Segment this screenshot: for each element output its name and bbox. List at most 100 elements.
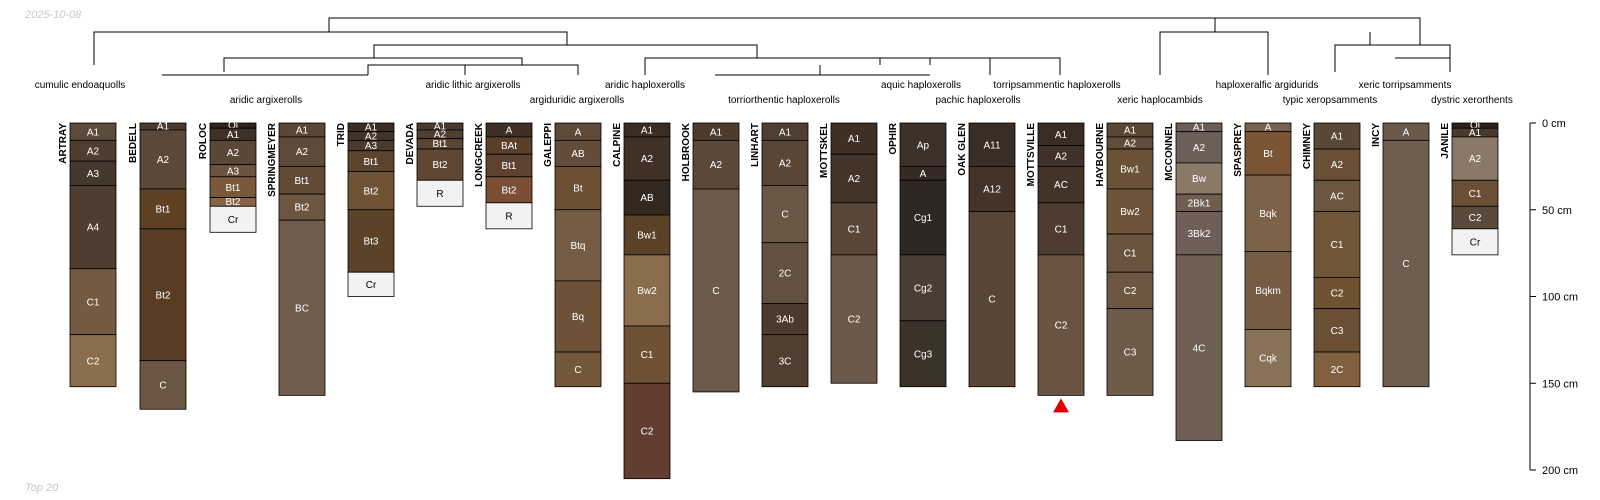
horizon-label: A2 — [1055, 152, 1068, 163]
horizon-block — [69, 160, 117, 186]
horizon-label: A2 — [365, 131, 378, 142]
dendrogram-branch — [223, 57, 523, 72]
horizon-label: A2 — [87, 146, 100, 157]
horizon-label: Cr — [366, 280, 377, 291]
horizon-label: Bt3 — [363, 237, 378, 248]
horizon-label: A1 — [87, 127, 100, 138]
horizon-block — [347, 271, 395, 297]
horizon-label: Bw2 — [637, 286, 657, 297]
horizon-block — [1106, 233, 1154, 273]
horizon-label: AC — [1054, 180, 1068, 191]
profile-name: TRID — [336, 123, 347, 146]
horizon-label: A1 — [848, 134, 861, 145]
horizon-block — [1106, 271, 1154, 310]
taxon-label: aridic argixerolls — [230, 95, 302, 106]
horizon-label: Cg2 — [914, 283, 933, 294]
horizon-label: Cg1 — [914, 213, 933, 224]
taxon-label: argiduridic argixerolls — [530, 95, 624, 106]
profile-name: MCCONNEL — [1164, 123, 1175, 181]
horizon-label: C1 — [1469, 189, 1482, 200]
taxon-label: aquic haploxerolls — [881, 80, 961, 91]
soil-profile: MCCONNEL A1 A2 Bw 2Bk1 3Bk2 4C — [1164, 123, 1223, 441]
horizon-block — [1106, 308, 1154, 396]
profile-name: MOTTSVILLE — [1026, 123, 1037, 187]
profile-name: DEVADA — [405, 123, 416, 164]
horizon-label: 3C — [779, 356, 792, 367]
soil-profile: SPASPREY A Bt Bqk Bqkm Cqk — [1233, 123, 1292, 388]
horizon-label: A3 — [365, 141, 378, 152]
horizon-block — [554, 280, 602, 353]
profile-name: OAK GLEN — [957, 123, 968, 176]
horizon-block — [1313, 179, 1361, 212]
horizon-label: Bt1 — [155, 204, 170, 215]
horizon-block — [1313, 211, 1361, 278]
horizon-block — [416, 179, 464, 207]
horizon-label: C2 — [641, 427, 654, 438]
profile-name: GALEPPI — [543, 123, 554, 167]
horizon-block — [278, 193, 326, 221]
horizon-label: C2 — [1055, 321, 1068, 332]
horizon-label: C — [1402, 259, 1409, 270]
horizon-label: A2 — [434, 130, 447, 141]
horizon-label: R — [505, 211, 512, 222]
soil-profile: LONGCREEK A BAt Bt1 Bt2 R — [474, 122, 533, 230]
depth-axis: 0 cm 50 cm 100 cm 150 cm 200 cm — [1529, 118, 1578, 477]
horizon-label: BC — [295, 303, 309, 314]
depth-tick-label: 50 cm — [1542, 205, 1572, 217]
profile-name: LONGCREEK — [474, 122, 485, 187]
horizon-block — [139, 228, 187, 362]
horizon-label: Bt2 — [363, 186, 378, 197]
horizon-label: AB — [640, 193, 654, 204]
horizon-block — [623, 382, 671, 480]
horizon-label: A — [920, 169, 927, 180]
horizon-block — [209, 205, 257, 233]
horizon-block — [69, 185, 117, 270]
horizon-label: C3 — [1331, 326, 1344, 337]
horizon-label: Bt1 — [294, 176, 309, 187]
horizon-block — [416, 148, 464, 181]
profile-name: INCY — [1371, 123, 1382, 147]
horizon-label: C — [574, 365, 581, 376]
horizon-label: C2 — [1124, 286, 1137, 297]
dendrogram — [93, 17, 1451, 76]
taxon-label: dystric xerorthents — [1431, 95, 1513, 106]
horizon-label: C — [781, 210, 788, 221]
horizon-block — [968, 211, 1016, 388]
horizon-block — [899, 179, 947, 256]
horizon-block — [1106, 148, 1154, 190]
dendrogram-branch — [879, 57, 1061, 75]
horizon-label: C2 — [848, 315, 861, 326]
horizon-block — [1313, 308, 1361, 353]
horizon-label: Bq — [572, 312, 584, 323]
horizon-label: A1 — [1124, 126, 1137, 137]
horizon-label: C — [712, 286, 719, 297]
horizon-label: A2 — [848, 174, 861, 185]
horizon-block — [1451, 228, 1499, 256]
horizon-label: Bt2 — [432, 160, 447, 171]
horizon-block — [1451, 136, 1499, 181]
profile-name: BEDELL — [128, 123, 139, 163]
horizon-block — [899, 122, 947, 167]
profile-name: OPHIR — [888, 122, 899, 154]
horizon-block — [899, 254, 947, 322]
taxon-label: xeric haplocambids — [1117, 95, 1203, 106]
horizon-label: A1 — [1055, 130, 1068, 141]
horizon-block — [761, 242, 809, 304]
horizon-label: AC — [1330, 191, 1344, 202]
horizon-label: A11 — [983, 140, 1000, 151]
dendrogram-branch — [367, 64, 579, 75]
horizon-label: Bt2 — [155, 290, 170, 301]
horizon-label: A1 — [434, 121, 447, 132]
horizon-label: 4C — [1193, 343, 1206, 354]
depth-tick-label: 150 cm — [1542, 378, 1578, 390]
horizon-label: Bt2 — [294, 203, 309, 214]
horizon-label: C3 — [1124, 348, 1137, 359]
taxon-label: torripsammentic haploxerolls — [993, 80, 1120, 91]
horizon-label: A2 — [1124, 139, 1137, 150]
taxon-label: cumulic endoaquolls — [35, 80, 126, 91]
horizon-label: Cqk — [1259, 354, 1278, 365]
profile-name: SPASPREY — [1233, 123, 1244, 177]
